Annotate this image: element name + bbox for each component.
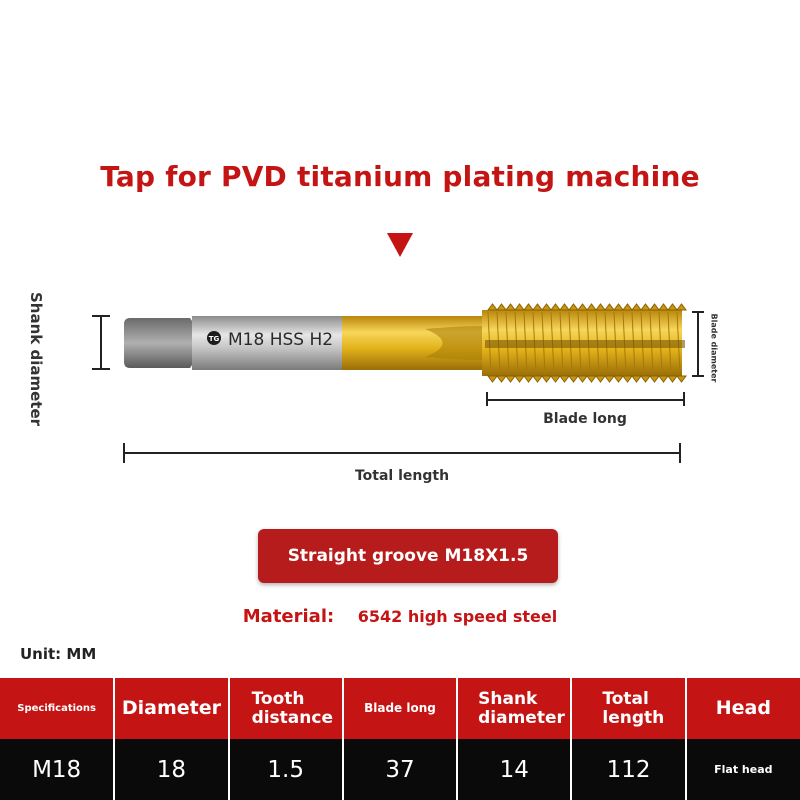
value-blade-long: 37 (342, 739, 459, 800)
spec-header-row: Specifications Diameter Tooth distance B… (0, 678, 800, 739)
tap-tool-illustration: TG M18 HSS H2 (92, 303, 704, 406)
brand-logo-icon (207, 331, 221, 345)
value-diameter: 18 (114, 739, 230, 800)
header-total-length: Total length (571, 678, 687, 739)
value-shank-diameter: 14 (457, 739, 573, 800)
spec-value-row: M18 18 1.5 37 14 112 Flat head (0, 739, 800, 800)
shank-diameter-text: Shank diameter (27, 291, 45, 427)
blade-long-dimension (486, 392, 685, 406)
spec-table: Specifications Diameter Tooth distance B… (0, 678, 800, 800)
header-head: Head (685, 678, 800, 739)
value-specifications: M18 (0, 739, 116, 800)
header-tooth-distance: Tooth distance (228, 678, 344, 739)
groove-spec-button[interactable]: Straight groove M18X1.5 (258, 529, 558, 583)
material-line: Material: 6542 high speed steel (0, 606, 800, 627)
down-arrow-icon (387, 233, 413, 257)
header-diameter: Diameter (114, 678, 230, 739)
unit-label: Unit: MM (20, 645, 97, 663)
shank-diameter-bracket (92, 315, 110, 370)
blade-diameter-bracket (692, 311, 704, 377)
svg-text:TG: TG (209, 335, 220, 343)
total-length-label: Total length (354, 468, 450, 484)
value-total-length: 112 (571, 739, 687, 800)
value-head: Flat head (685, 739, 800, 800)
material-label: Material: (242, 606, 335, 627)
thread-section (482, 303, 687, 383)
tool-engraving: M18 HSS H2 (228, 330, 333, 350)
header-shank-diameter: Shank diameter (457, 678, 573, 739)
header-specifications: Specifications (0, 678, 116, 739)
value-tooth-distance: 1.5 (228, 739, 344, 800)
material-value: 6542 high speed steel (357, 607, 558, 626)
page-title: Tap for PVD titanium plating machine (100, 160, 700, 193)
blade-long-label: Blade long (543, 411, 627, 427)
header-blade-long: Blade long (342, 678, 459, 739)
shank-diameter-label: Shank diameter (12, 292, 60, 426)
total-length-dimension (123, 443, 681, 463)
